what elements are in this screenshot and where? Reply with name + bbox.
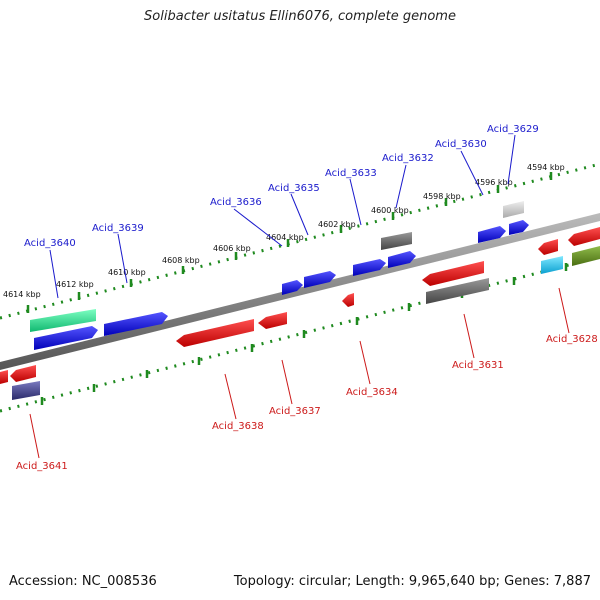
page-title: Solibacter usitatus Ellin6076, complete …	[144, 9, 456, 24]
scale-label-4602: 4602 kbp	[318, 220, 356, 229]
genome-summary-text: Topology: circular; Length: 9,965,640 bp…	[233, 574, 591, 589]
gene-acid3641-red-a	[0, 370, 8, 384]
label-acid3633: Acid_3633	[325, 168, 377, 179]
scale-label-4612: 4612 kbp	[56, 280, 94, 289]
scale-label-4606: 4606 kbp	[213, 244, 251, 253]
gene-acid3636	[282, 280, 303, 295]
scale-label-4600: 4600 kbp	[371, 206, 409, 215]
label-acid3628: Acid_3628	[546, 334, 598, 345]
gene-acid3629-light	[503, 201, 524, 218]
label-acid3635: Acid_3635	[268, 183, 320, 194]
gene-acid3630	[478, 226, 506, 243]
scale-label-4608: 4608 kbp	[162, 256, 200, 265]
gene-acid3628-cyan	[541, 256, 563, 274]
label-acid3639: Acid_3639	[92, 223, 144, 234]
gene-acid3641-red-b	[10, 365, 36, 382]
label-acid3636: Acid_3636	[210, 197, 262, 208]
gene-acid3628-olive	[572, 246, 600, 266]
reverse-genes	[0, 227, 600, 400]
label-acid3640: Acid_3640	[24, 238, 76, 249]
gene-acid3641-navy	[12, 381, 40, 400]
scale-label-4598: 4598 kbp	[423, 192, 461, 201]
gene-acid3640-blue	[34, 326, 98, 350]
gene-acid3628-red-b	[568, 227, 600, 246]
scale-label-4604: 4604 kbp	[266, 233, 304, 242]
gene-acid3637	[258, 312, 287, 329]
forward-genes	[30, 201, 529, 350]
label-acid3629: Acid_3629	[487, 124, 539, 135]
label-acid3634: Acid_3634	[346, 387, 398, 398]
label-acid3631: Acid_3631	[452, 360, 504, 371]
label-acid3630: Acid_3630	[435, 139, 487, 150]
gene-acid3638	[176, 319, 254, 347]
label-acid3637: Acid_3637	[269, 406, 321, 417]
gene-acid3634	[342, 293, 354, 307]
gene-acid3632-grey	[381, 232, 412, 250]
gene-acid3639	[104, 312, 168, 336]
accession-text: Accession: NC_008536	[9, 574, 157, 589]
gene-acid3629-blue	[509, 220, 529, 235]
label-acid3632: Acid_3632	[382, 153, 434, 164]
scale-ticks-top	[26, 172, 553, 313]
scale-label-4614: 4614 kbp	[3, 290, 41, 299]
gene-acid3631-grey	[426, 278, 489, 304]
label-acid3641: Acid_3641	[16, 461, 68, 472]
gene-acid3628-red-a	[538, 239, 558, 255]
scale-label-4596: 4596 kbp	[475, 178, 513, 187]
gene-acid3635	[304, 271, 336, 288]
forward-label-connectors	[49, 134, 516, 299]
gene-acid3631-red	[422, 261, 484, 286]
gene-acid3640-green	[30, 309, 96, 332]
scale-label-4610: 4610 kbp	[108, 268, 146, 277]
gene-acid3632-blue	[388, 251, 416, 268]
reverse-label-connectors	[29, 287, 570, 459]
gene-acid3633	[353, 259, 386, 276]
label-acid3638: Acid_3638	[212, 421, 264, 432]
scale-label-4594: 4594 kbp	[527, 163, 565, 172]
genome-backbone	[0, 213, 600, 370]
